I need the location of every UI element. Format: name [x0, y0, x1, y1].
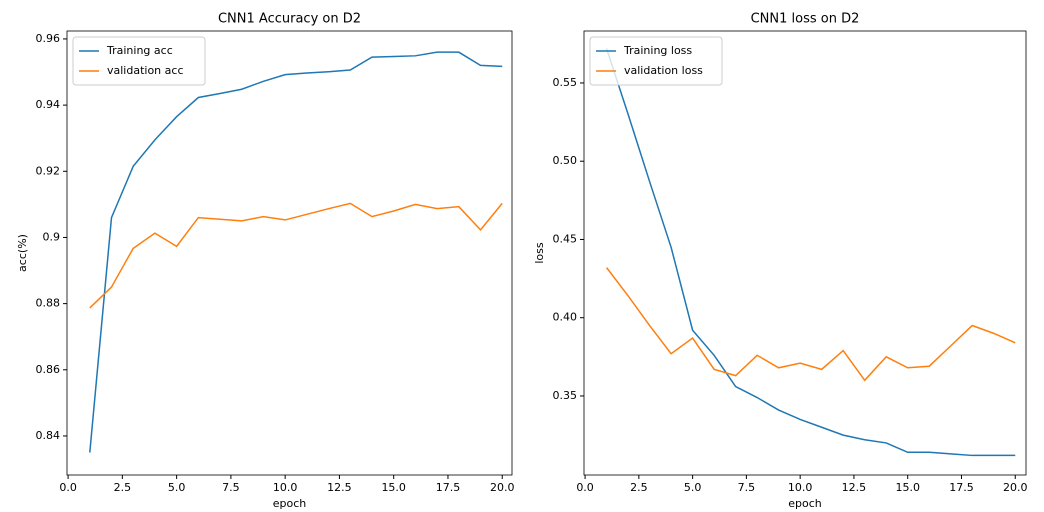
y-tick-label: 0.45: [553, 232, 578, 245]
legend-box: [589, 36, 723, 86]
line-series: [605, 267, 1016, 382]
x-tick-label: 2.5: [630, 481, 648, 494]
x-tick-label: 17.5: [949, 481, 974, 494]
y-axis-label: acc(%): [16, 234, 29, 272]
x-tick-label: 0.0: [576, 481, 594, 494]
plot-frame: [66, 30, 513, 476]
x-axis-label: epoch: [788, 497, 822, 510]
y-tick-label: 0.84: [36, 429, 61, 442]
y-tick-label: 0.94: [36, 98, 61, 111]
x-tick-label: 2.5: [114, 481, 132, 494]
legend-box: [72, 36, 206, 86]
y-tick-label: 0.55: [553, 76, 578, 89]
plot-frame: [583, 30, 1027, 476]
legend: Training acc validation acc: [72, 36, 206, 86]
line-series: [605, 48, 1016, 457]
legend-label: Training loss: [623, 44, 692, 57]
legend: Training loss validation loss: [589, 36, 723, 86]
y-tick-label: 0.50: [553, 154, 578, 167]
x-tick-label: 12.5: [327, 481, 352, 494]
chart-title: CNN1 loss on D2: [751, 12, 860, 27]
line-series: [89, 202, 503, 309]
y-tick-label: 0.92: [36, 164, 61, 177]
chart: CNN1 loss on D2 epoch loss 0.0 2.5 5.0 7.5 10.0…: [533, 12, 1027, 511]
x-tick-label: 15.0: [381, 481, 406, 494]
chart: CNN1 Accuracy on D2 epoch acc(%) 0.0 2.5 5.0 7…: [16, 12, 514, 511]
chart-title: CNN1 Accuracy on D2: [218, 12, 361, 27]
x-tick-label: 10.0: [273, 481, 298, 494]
x-tick-label: 20.0: [1003, 481, 1028, 494]
legend-label: validation loss: [624, 64, 703, 77]
x-tick-label: 7.5: [738, 481, 756, 494]
y-tick-label: 0.96: [36, 32, 61, 45]
y-tick-label: 0.88: [36, 297, 61, 310]
x-tick-label: 17.5: [436, 481, 461, 494]
line-series: [89, 51, 503, 453]
x-tick-label: 20.0: [490, 481, 515, 494]
x-axis-label: epoch: [273, 497, 307, 510]
x-tick-label: 0.0: [59, 481, 77, 494]
y-tick-label: 0.9: [43, 230, 61, 243]
x-tick-label: 12.5: [842, 481, 867, 494]
y-tick-label: 0.40: [553, 311, 578, 324]
y-tick-label: 0.35: [553, 389, 578, 402]
y-axis-label: loss: [533, 242, 546, 264]
legend-label: Training acc: [106, 44, 173, 57]
x-tick-label: 7.5: [222, 481, 240, 494]
legend-label: validation acc: [107, 64, 184, 77]
x-tick-label: 5.0: [684, 481, 702, 494]
x-tick-label: 15.0: [895, 481, 920, 494]
y-tick-label: 0.86: [36, 363, 61, 376]
x-tick-label: 5.0: [168, 481, 186, 494]
x-tick-label: 10.0: [788, 481, 813, 494]
